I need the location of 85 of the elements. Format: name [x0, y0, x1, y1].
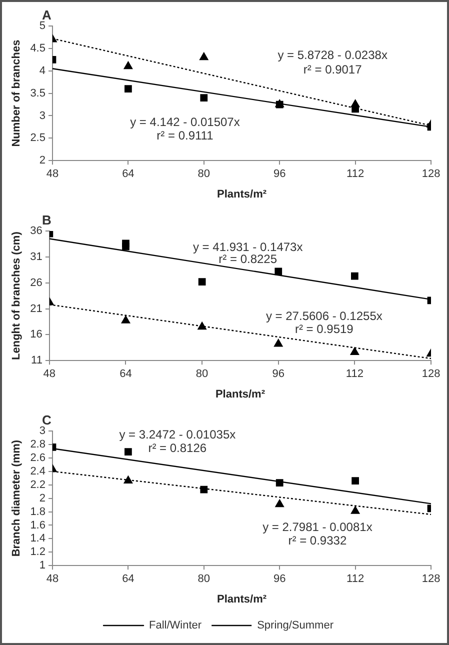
y-tick-label: 3: [39, 110, 46, 122]
x-tick-label: 128: [422, 573, 440, 586]
x-tick-label: 64: [120, 368, 132, 380]
y-axis-title: Branch diameter (mm): [10, 440, 23, 557]
x-tick-label: 48: [43, 368, 56, 380]
point: [124, 61, 133, 70]
x-tick-label: 96: [273, 573, 286, 586]
point: [121, 316, 130, 324]
x-tick-label: 112: [346, 368, 364, 380]
annotation: y = 4.142 - 0.01507x: [130, 115, 240, 130]
annotation: r² = 0.9519: [294, 322, 354, 336]
point: [352, 105, 359, 113]
annotation: y = 41.931 - 0.1473x: [192, 240, 303, 254]
point: [350, 506, 360, 514]
x-axis-title: Plants/m²: [216, 188, 267, 200]
annotation: y = 27.5606 - 0.1255x: [266, 308, 382, 323]
x-tick-label: 112: [346, 573, 364, 586]
chart-title: A: [42, 8, 52, 23]
point: [200, 486, 208, 494]
x-tick-label: 64: [122, 573, 134, 586]
y-tick-label: 2.5: [30, 132, 46, 144]
annotation: r² = 0.8225: [218, 252, 278, 266]
point: [124, 476, 133, 484]
y-axis-title: Lenght of branches (cm): [10, 231, 23, 360]
x-tick-label: 48: [46, 573, 59, 586]
point: [122, 242, 130, 250]
annotation: r² = 0.9332: [288, 534, 347, 548]
x-tick-label: 64: [122, 168, 134, 180]
y-tick-label: 21: [30, 302, 42, 315]
point: [351, 272, 358, 280]
point: [276, 479, 284, 487]
y-tick-label: 2.6: [30, 452, 46, 464]
x-axis-title: Plants/m²: [216, 593, 267, 606]
x-tick-label: 80: [196, 368, 208, 380]
x-tick-label: 96: [273, 168, 286, 180]
x-tick-label: 48: [46, 168, 59, 180]
y-tick-label: 4: [39, 64, 46, 77]
x-tick-label: 128: [422, 168, 440, 180]
point: [274, 268, 282, 276]
point: [274, 339, 283, 347]
y-tick-label: 36: [30, 225, 42, 238]
point: [124, 448, 132, 456]
y-tick-label: 16: [30, 328, 42, 341]
x-tick-label: 80: [198, 573, 210, 586]
x-tick-label: 96: [272, 368, 284, 380]
legend-label: Spring/Summer: [257, 620, 334, 632]
annotation: y = 5.8728 - 0.0238x: [278, 48, 388, 62]
point: [198, 322, 206, 330]
y-tick-label: 5: [39, 20, 46, 32]
x-axis-title: Plants/m²: [215, 388, 266, 400]
y-tick-label: 3: [39, 425, 46, 438]
y-tick-label: 2.2: [30, 478, 46, 491]
point: [200, 94, 208, 102]
y-tick-label: 1.4: [30, 532, 46, 545]
annotation: r² = 0.9111: [156, 128, 214, 143]
y-tick-label: 2: [39, 492, 46, 504]
y-tick-label: 31: [30, 250, 42, 263]
x-tick-label: 112: [346, 168, 364, 180]
point: [198, 278, 206, 286]
point: [200, 52, 208, 60]
legend-label: Fall/Winter: [149, 620, 202, 632]
y-tick-label: 2.8: [30, 438, 46, 450]
point: [352, 477, 359, 484]
x-tick-label: 80: [198, 168, 210, 180]
y-tick-label: 1.8: [30, 506, 46, 518]
annotation: y = 2.7981 - 0.0081x: [262, 520, 372, 534]
y-tick-label: 11: [31, 354, 42, 367]
point: [124, 85, 132, 92]
point: [350, 347, 360, 356]
y-axis-title: Number of branches: [10, 40, 23, 147]
y-tick-label: 1.2: [30, 546, 46, 558]
x-tick-label: 128: [422, 368, 440, 380]
point: [275, 499, 284, 508]
y-tick-label: 2: [39, 154, 46, 167]
y-tick-label: 1.6: [30, 519, 46, 532]
y-tick-label: 2.4: [30, 465, 46, 478]
y-tick-label: 3.5: [30, 87, 46, 100]
annotation: y = 3.2472 - 0.01035x: [119, 427, 236, 442]
annotation: r² = 0.8126: [148, 440, 207, 455]
y-tick-label: 4.5: [30, 42, 46, 54]
chart-title: B: [42, 212, 52, 228]
y-tick-label: 26: [30, 276, 42, 289]
y-tick-label: 1: [39, 560, 46, 572]
annotation: r² = 0.9017: [303, 62, 362, 77]
chart-title: C: [42, 412, 52, 428]
